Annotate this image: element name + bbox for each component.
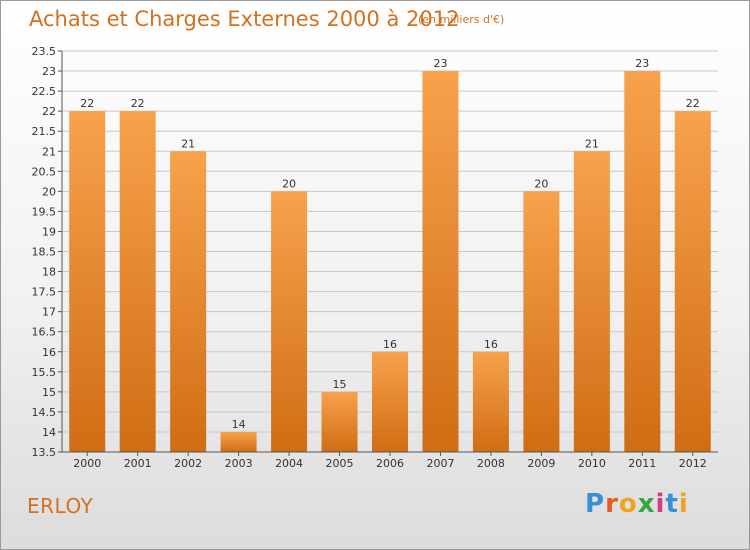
bar-2002	[170, 151, 207, 452]
bar-2012	[674, 111, 711, 453]
bar-2006	[372, 351, 408, 452]
x-tick-label-2010: 2010	[578, 457, 606, 470]
x-tick-label-2009: 2009	[527, 457, 555, 470]
x-tick-label-2007: 2007	[426, 457, 454, 470]
y-tick-label: 21.5	[32, 125, 57, 138]
y-tick-label: 21	[42, 145, 56, 158]
x-tick-label-2000: 2000	[73, 457, 101, 470]
y-tick-label: 19	[42, 225, 56, 238]
proxiti-logo: Proxiti	[585, 489, 689, 519]
y-tick-label: 15	[42, 386, 56, 399]
bar-2005	[321, 391, 358, 452]
x-tick-label-2003: 2003	[225, 457, 253, 470]
y-tick-label: 16	[42, 346, 56, 359]
y-tick-label: 19.5	[32, 205, 57, 218]
commune-name: ERLOY	[27, 494, 94, 518]
y-tick-label: 18	[42, 266, 56, 279]
data-label-2005: 15	[333, 378, 347, 391]
x-tick-label-2005: 2005	[326, 457, 354, 470]
data-label-2011: 23	[635, 57, 649, 70]
y-tick-label: 20	[42, 185, 56, 198]
bars	[69, 71, 711, 453]
y-tick-label: 23.5	[32, 45, 57, 58]
bar-2008	[472, 351, 509, 452]
y-tick-label: 17	[42, 306, 56, 319]
bar-2007	[422, 71, 459, 453]
x-tick-label-2006: 2006	[376, 457, 404, 470]
y-tick-label: 14	[42, 426, 56, 439]
y-tick-label: 17.5	[32, 286, 57, 299]
bar-2004	[271, 191, 308, 452]
data-label-2006: 16	[383, 338, 397, 351]
x-tick-label-2002: 2002	[174, 457, 202, 470]
bar-2003	[220, 431, 257, 452]
chart-title: Achats et Charges Externes 2000 à 2012	[29, 7, 460, 31]
data-label-2012: 22	[686, 97, 700, 110]
bar-2000	[69, 111, 106, 453]
y-tick-label: 15.5	[32, 366, 57, 379]
data-label-2010: 21	[585, 137, 599, 150]
data-label-2001: 22	[131, 97, 145, 110]
y-tick-label: 13.5	[32, 446, 57, 459]
y-tick-label: 22.5	[32, 85, 57, 98]
bar-2011	[624, 71, 661, 453]
x-tick-label-2001: 2001	[124, 457, 152, 470]
data-label-2003: 14	[232, 418, 246, 431]
bar-2009	[523, 191, 560, 452]
data-labels: 22 22 21 14 20 15 16 23 16 20 21 23 22	[80, 57, 700, 431]
data-label-2000: 22	[80, 97, 94, 110]
y-tick-label: 18.5	[32, 246, 57, 259]
data-label-2004: 20	[282, 177, 296, 190]
axes: 13.5 14 14.5 15 15.5 16 16.5 17 17.5 18 18.5 19 19.5…	[32, 45, 718, 470]
chart-subtitle: (en milliers d'€)	[418, 13, 505, 26]
x-tick-label-2012: 2012	[679, 457, 707, 470]
data-label-2008: 16	[484, 338, 498, 351]
x-tick-label-2008: 2008	[477, 457, 505, 470]
y-tick-label: 14.5	[32, 406, 57, 419]
data-label-2009: 20	[534, 177, 548, 190]
y-tick-label: 20.5	[32, 165, 57, 178]
x-tick-label-2004: 2004	[275, 457, 303, 470]
data-label-2002: 21	[181, 137, 195, 150]
y-tick-label: 16.5	[32, 326, 57, 339]
y-tick-label: 23	[42, 65, 56, 78]
bar-2010	[573, 151, 610, 452]
data-label-2007: 23	[433, 57, 447, 70]
bar-2001	[119, 111, 156, 453]
x-tick-label-2011: 2011	[628, 457, 656, 470]
y-tick-label: 22	[42, 105, 56, 118]
